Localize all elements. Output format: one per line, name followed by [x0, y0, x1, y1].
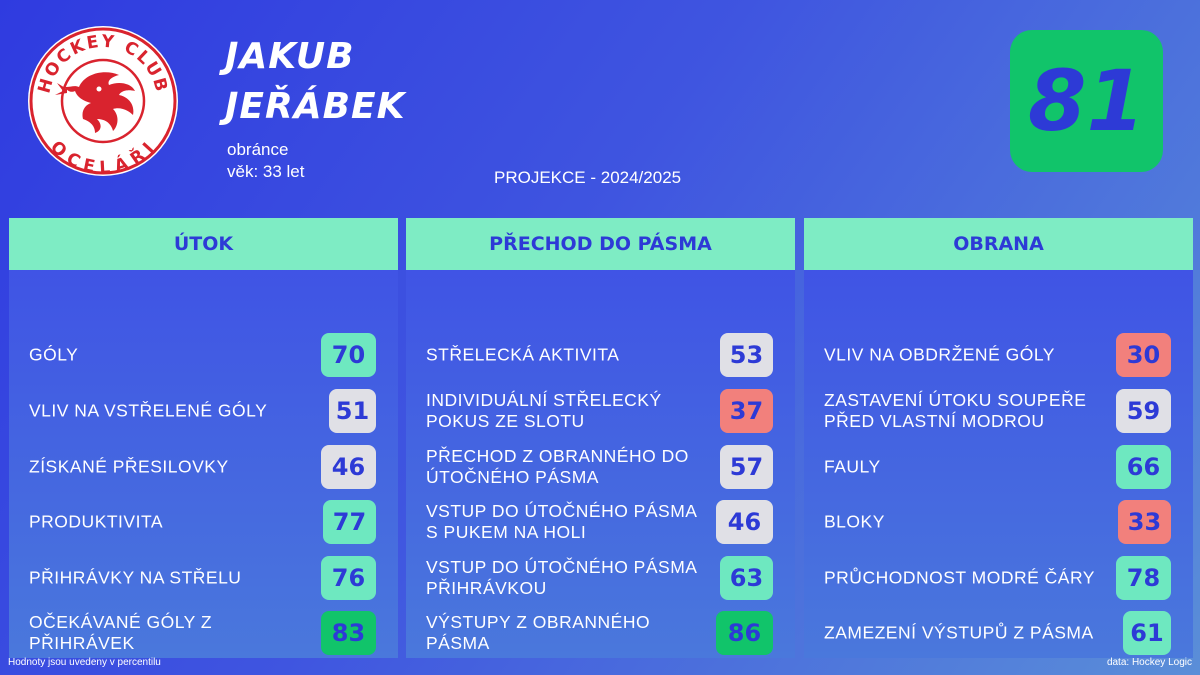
stat-percentile-badge: 30: [1116, 333, 1171, 377]
stat-percentile-badge: 63: [720, 556, 773, 600]
stat-label: ZAMEZENÍ VÝSTUPŮ Z PÁSMA: [824, 622, 1094, 643]
panel-prechod: PŘECHOD DO PÁSMA STŘELECKÁ AKTIVITA 53 IND…: [406, 218, 795, 658]
stat-row: INDIVIDUÁLNÍ STŘELECKÝ POKUS ZE SLOTU 37: [406, 388, 795, 434]
stat-label: OČEKÁVANÉ GÓLY Z PŘIHRÁVEK: [29, 612, 213, 653]
projection-season: PROJEKCE - 2024/2025: [494, 168, 682, 187]
hockey-club-ocelari-dragon-logo-icon: HOCKEY CLUB OCELÁŘI: [28, 26, 178, 178]
stat-label: PŘIHRÁVKY NA STŘELU: [29, 567, 242, 588]
stat-row: GÓLY 70: [9, 332, 398, 378]
stat-percentile-badge: 53: [720, 333, 773, 377]
stat-row: FAULY 66: [804, 444, 1193, 490]
player-last-name: JEŘÁBEK: [225, 86, 406, 127]
stat-label: VLIV NA OBDRŽENÉ GÓLY: [824, 344, 1055, 365]
stat-row: BLOKY 33: [804, 499, 1193, 545]
panel-title: ÚTOK: [9, 218, 398, 270]
stat-row: PŘECHOD Z OBRANNÉHO DO ÚTOČNÉHO PÁSMA 57: [406, 444, 795, 490]
stat-percentile-badge: 46: [321, 445, 376, 489]
stat-label: GÓLY: [29, 344, 79, 365]
stat-row: VSTUP DO ÚTOČNÉHO PÁSMA S PUKEM NA HOLI 4…: [406, 499, 795, 545]
stat-percentile-badge: 70: [321, 333, 376, 377]
stat-label: BLOKY: [824, 511, 885, 532]
stat-percentile-badge: 57: [720, 445, 773, 489]
stat-label: VÝSTUPY Z OBRANNÉHO PÁSMA: [426, 612, 651, 653]
stat-row: VSTUP DO ÚTOČNÉHO PÁSMA PŘIHRÁVKOU 63: [406, 555, 795, 601]
overall-rating-badge: 81: [1010, 30, 1163, 172]
club-logo: HOCKEY CLUB OCELÁŘI: [27, 25, 179, 178]
stat-row: ZÍSKANÉ PŘESILOVKY 46: [9, 444, 398, 490]
stat-label: PRODUKTIVITA: [29, 511, 164, 532]
panel-title: PŘECHOD DO PÁSMA: [406, 218, 795, 270]
panel-obrana: OBRANA VLIV NA OBDRŽENÉ GÓLY 30 ZASTAVENÍ …: [804, 218, 1193, 658]
stat-percentile-badge: 37: [720, 389, 773, 433]
stat-percentile-badge: 77: [323, 500, 376, 544]
footer-source: data: Hockey Logic: [1106, 657, 1192, 668]
stat-row: VLIV NA VSTŘELENÉ GÓLY 51: [9, 388, 398, 434]
stat-label: INDIVIDUÁLNÍ STŘELECKÝ POKUS ZE SLOTU: [426, 390, 662, 431]
player-age: věk: 33 let: [227, 162, 305, 181]
stat-row: STŘELECKÁ AKTIVITA 53: [406, 332, 795, 378]
stat-percentile-badge: 76: [321, 556, 376, 600]
stat-percentile-badge: 66: [1116, 445, 1171, 489]
stat-row: ZASTAVENÍ ÚTOKU SOUPEŘE PŘED VLASTNÍ MOD…: [804, 388, 1193, 434]
stat-row: OČEKÁVANÉ GÓLY Z PŘIHRÁVEK 83: [9, 610, 398, 656]
stat-label: ZASTAVENÍ ÚTOKU SOUPEŘE PŘED VLASTNÍ MOD…: [824, 390, 1087, 431]
panel-title: OBRANA: [804, 218, 1193, 270]
footer-note: Hodnoty jsou uvedeny v percentilu: [8, 657, 161, 668]
stat-row: VÝSTUPY Z OBRANNÉHO PÁSMA 86: [406, 610, 795, 656]
stat-row: PRODUKTIVITA 77: [9, 499, 398, 545]
stat-percentile-badge: 61: [1123, 611, 1171, 655]
stat-row: PŘIHRÁVKY NA STŘELU 76: [9, 555, 398, 601]
stat-percentile-badge: 78: [1116, 556, 1171, 600]
stat-row: PRŮCHODNOST MODRÉ ČÁRY 78: [804, 555, 1193, 601]
panel-utok: ÚTOK GÓLY 70 VLIV NA VSTŘELENÉ GÓLY 51 ZÍSKA…: [9, 218, 398, 658]
stat-label: PRŮCHODNOST MODRÉ ČÁRY: [824, 567, 1095, 588]
stat-percentile-badge: 51: [329, 389, 376, 433]
stat-percentile-badge: 59: [1116, 389, 1171, 433]
stat-label: VLIV NA VSTŘELENÉ GÓLY: [29, 400, 268, 421]
stat-row: ZAMEZENÍ VÝSTUPŮ Z PÁSMA 61: [804, 610, 1193, 656]
player-first-name: JAKUB: [225, 36, 355, 77]
stat-percentile-badge: 33: [1118, 500, 1171, 544]
stat-label: ZÍSKANÉ PŘESILOVKY: [29, 456, 229, 477]
stat-label: VSTUP DO ÚTOČNÉHO PÁSMA S PUKEM NA HOLI: [426, 501, 697, 542]
stat-percentile-badge: 86: [716, 611, 773, 655]
stat-percentile-badge: 46: [716, 500, 773, 544]
player-position: obránce: [227, 140, 289, 159]
stat-row: VLIV NA OBDRŽENÉ GÓLY 30: [804, 332, 1193, 378]
stat-label: FAULY: [824, 456, 881, 477]
stat-percentile-badge: 83: [321, 611, 376, 655]
stat-label: STŘELECKÁ AKTIVITA: [426, 344, 620, 365]
stat-label: PŘECHOD Z OBRANNÉHO DO ÚTOČNÉHO PÁSMA: [426, 446, 689, 487]
stat-label: VSTUP DO ÚTOČNÉHO PÁSMA PŘIHRÁVKOU: [426, 557, 697, 598]
